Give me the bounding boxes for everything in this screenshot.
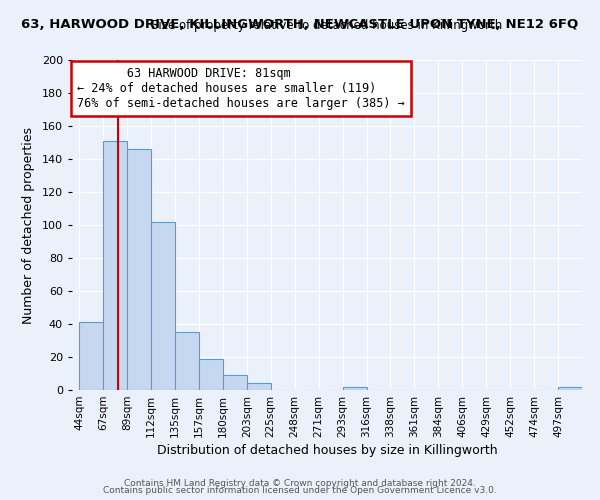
Text: 63 HARWOOD DRIVE: 81sqm
← 24% of detached houses are smaller (119)
76% of semi-d: 63 HARWOOD DRIVE: 81sqm ← 24% of detache… (77, 66, 405, 110)
Text: 63, HARWOOD DRIVE, KILLINGWORTH, NEWCASTLE UPON TYNE, NE12 6FQ: 63, HARWOOD DRIVE, KILLINGWORTH, NEWCAST… (22, 18, 578, 30)
Bar (103, 141, 127, 390)
Text: Contains HM Land Registry data © Crown copyright and database right 2024.: Contains HM Land Registry data © Crown c… (124, 478, 476, 488)
Bar (79, 322, 103, 390)
Bar (151, 222, 175, 390)
Bar (558, 386, 582, 390)
Bar (247, 384, 271, 390)
Bar (343, 386, 367, 390)
Bar (199, 358, 223, 390)
Bar (127, 149, 151, 390)
Text: Contains public sector information licensed under the Open Government Licence v3: Contains public sector information licen… (103, 486, 497, 495)
Y-axis label: Number of detached properties: Number of detached properties (22, 126, 35, 324)
Bar (175, 332, 199, 390)
X-axis label: Distribution of detached houses by size in Killingworth: Distribution of detached houses by size … (157, 444, 497, 457)
Title: Size of property relative to detached houses in Killingworth: Size of property relative to detached ho… (151, 20, 503, 32)
Bar (223, 375, 247, 390)
